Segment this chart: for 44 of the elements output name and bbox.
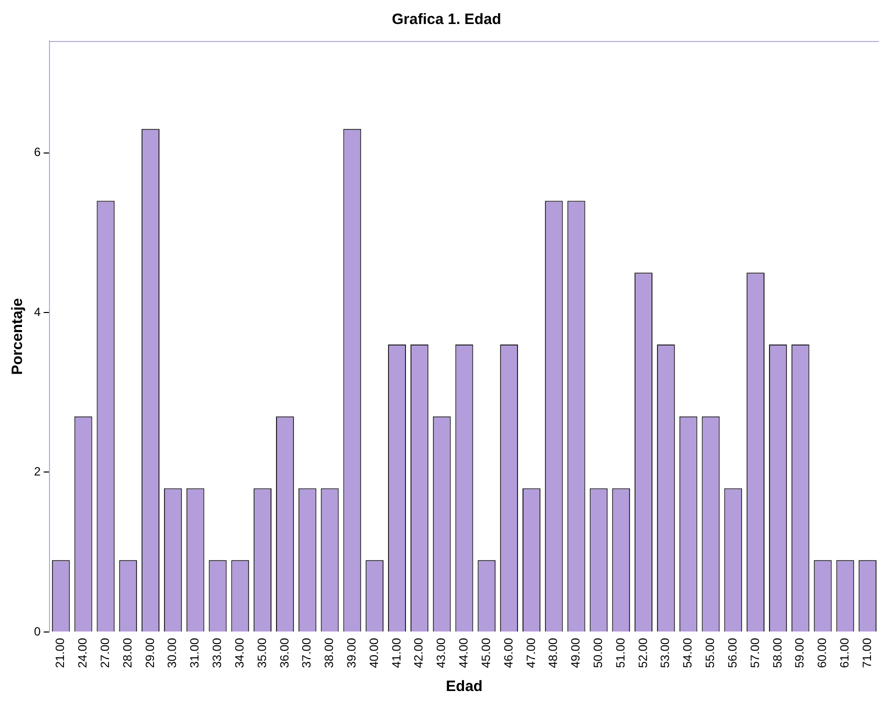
x-tick-label: 46.00 (501, 638, 516, 668)
x-tick-label: 40.00 (366, 638, 381, 668)
x-tick-label: 24.00 (76, 638, 90, 668)
x-tick-label: 30.00 (165, 638, 180, 668)
x-tick-label: 48.00 (546, 638, 560, 668)
y-tick-label: 6 (34, 145, 41, 160)
y-tick-label: 4 (34, 304, 41, 319)
x-tick-label: 54.00 (680, 638, 695, 668)
x-tick-label: 38.00 (322, 638, 336, 668)
x-tick-label: 56.00 (725, 638, 740, 668)
x-tick-label: 28.00 (120, 638, 134, 668)
x-tick-label: 43.00 (434, 638, 448, 668)
x-tick-label: 21.00 (53, 638, 68, 668)
chart-title: Grafica 1. Edad (392, 11, 502, 28)
x-tick-label: 61.00 (838, 638, 852, 668)
x-tick-label: 53.00 (658, 638, 672, 668)
x-tick-label: 51.00 (613, 638, 628, 668)
y-tick-label: 0 (34, 624, 41, 638)
x-tick-label: 52.00 (636, 638, 650, 668)
x-tick-label: 58.00 (770, 638, 784, 668)
x-tick-label: 39.00 (344, 638, 359, 668)
x-tick-label: 31.00 (188, 638, 202, 668)
x-tick-label: 27.00 (98, 638, 112, 668)
x-tick-label: 55.00 (703, 638, 718, 668)
x-tick-label: 71.00 (860, 638, 874, 668)
y-tick-label: 2 (34, 464, 41, 479)
x-tick-label: 42.00 (412, 638, 426, 668)
x-tick-label: 47.00 (524, 638, 538, 668)
y-axis-title: Porcentaje (9, 298, 26, 375)
x-tick-label: 33.00 (210, 638, 224, 668)
x-tick-label: 35.00 (254, 638, 269, 668)
x-tick-label: 34.00 (232, 638, 246, 668)
x-tick-label: 59.00 (792, 638, 807, 668)
x-tick-label: 57.00 (748, 638, 762, 668)
x-tick-label: 41.00 (389, 638, 404, 668)
x-tick-label: 44.00 (456, 638, 471, 668)
x-tick-label: 45.00 (478, 638, 493, 668)
x-tick-label: 29.00 (142, 638, 157, 668)
x-axis-title: Edad (446, 678, 483, 696)
x-tick-label: 50.00 (591, 638, 606, 668)
x-tick-label: 49.00 (568, 638, 583, 668)
x-tick-label: 36.00 (277, 638, 292, 668)
x-tick-label: 37.00 (300, 638, 314, 668)
x-tick-label: 60.00 (815, 638, 830, 668)
